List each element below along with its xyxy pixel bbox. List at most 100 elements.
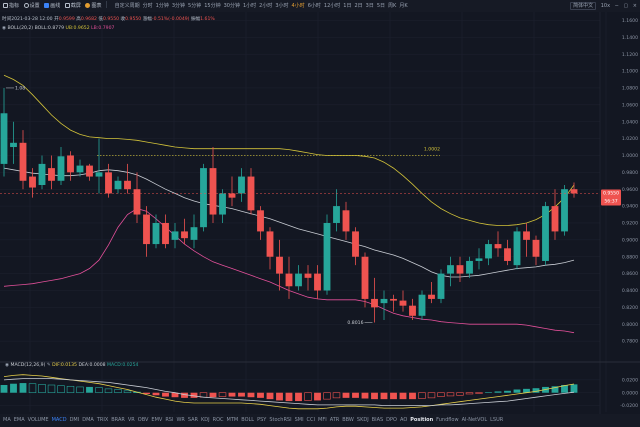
indicator-tab[interactable]: DMI	[69, 417, 80, 423]
candle-body[interactable]	[542, 206, 549, 261]
candle-body[interactable]	[304, 273, 312, 278]
candle-body[interactable]	[67, 155, 74, 173]
candle-body[interactable]	[456, 265, 464, 274]
indicator-tab[interactable]: BOLL	[241, 417, 255, 423]
indicator-tab[interactable]: LSUR	[490, 417, 504, 423]
indicator-tab[interactable]: EMV	[151, 417, 163, 423]
candle-body[interactable]	[171, 231, 179, 240]
candle-body[interactable]	[57, 156, 65, 181]
chart-button[interactable]: 图表	[85, 0, 101, 12]
timeframe-tab[interactable]: 月K	[399, 3, 408, 9]
indicator-tab[interactable]: BIAS	[371, 417, 384, 423]
timeframe-tab[interactable]: 12小时	[323, 3, 341, 9]
candle-body[interactable]	[257, 210, 264, 232]
indicator-tab[interactable]: VOLUME	[27, 417, 49, 423]
eye-icon[interactable]: ◉	[5, 363, 10, 368]
timeframe-tab[interactable]: 15分钟	[204, 3, 221, 9]
timeframe-tab[interactable]: 2小时	[259, 3, 273, 9]
indicator-tab[interactable]: AI-NetVOL	[461, 417, 488, 423]
candle-body[interactable]	[570, 189, 578, 194]
timeframe-tab[interactable]: 2日	[354, 3, 363, 9]
candle-body[interactable]	[504, 248, 511, 261]
language-select[interactable]: 简体中文	[570, 2, 597, 10]
chart-area[interactable]: 1.1600 1.1400 1.1200 1.1000 1.0800 1.0600 1.04…	[0, 12, 640, 414]
timeframe-tab[interactable]: 1日	[343, 3, 352, 9]
indicator-tab[interactable]: CCI	[306, 417, 316, 423]
candle-body[interactable]	[48, 168, 55, 181]
candle-body[interactable]	[295, 273, 302, 287]
candle-body[interactable]	[447, 265, 454, 274]
candle-body[interactable]	[190, 227, 198, 240]
indicator-tab[interactable]: KDJ	[201, 417, 210, 423]
timeframe-tab[interactable]: 6小时	[307, 3, 321, 9]
candle-body[interactable]	[323, 222, 331, 291]
candle-body[interactable]	[285, 273, 293, 287]
timeframe-tab[interactable]: 30分钟	[223, 3, 240, 9]
indicator-tab[interactable]: MFI	[318, 417, 327, 423]
candle-body[interactable]	[95, 172, 103, 177]
screenshot-button[interactable]: 截屏	[64, 0, 81, 12]
candle-body[interactable]	[333, 206, 340, 223]
candle-body[interactable]	[485, 244, 492, 259]
candle-body[interactable]	[114, 180, 122, 190]
candle-body[interactable]	[266, 231, 274, 257]
candle-body[interactable]	[494, 244, 502, 249]
indicator-tab[interactable]: AO	[399, 417, 408, 423]
timeframe-tab[interactable]: 1分钟	[155, 3, 169, 9]
candle-body[interactable]	[390, 298, 397, 301]
candle-body[interactable]	[143, 214, 150, 245]
indicator-tab[interactable]: TRIX	[96, 417, 109, 423]
candle-body[interactable]	[380, 298, 388, 304]
candle-body[interactable]	[428, 294, 435, 299]
timeframe-tab[interactable]: 3小时	[275, 3, 289, 9]
timeframe-tab[interactable]: 周K	[388, 3, 397, 9]
candle-body[interactable]	[361, 256, 369, 299]
candle-body[interactable]	[437, 273, 445, 299]
indicator-tab[interactable]: ATR	[329, 417, 340, 423]
indicator-tab[interactable]: SMI	[294, 417, 304, 423]
indicator-tab[interactable]: DMA	[82, 417, 94, 423]
indicator-tab[interactable]: PSY	[257, 417, 267, 423]
candle-body[interactable]	[209, 168, 217, 215]
candle-body[interactable]	[200, 168, 207, 228]
candle-body[interactable]	[352, 231, 359, 257]
candle-body[interactable]	[124, 180, 131, 190]
indicator-tab[interactable]: DPO	[386, 417, 397, 423]
indicator-tab[interactable]: BRAR	[111, 417, 125, 423]
indicator-tab[interactable]: Position	[410, 417, 434, 423]
indicator-tab[interactable]: MACD	[51, 417, 67, 423]
candle-body[interactable]	[551, 206, 559, 232]
candle-body[interactable]	[105, 172, 112, 194]
candle-body[interactable]	[409, 305, 416, 316]
candle-body[interactable]	[162, 222, 169, 245]
indicator-tab[interactable]: VR	[127, 417, 135, 423]
candle-body[interactable]	[342, 210, 350, 232]
candle-body[interactable]	[475, 258, 483, 261]
candle-body[interactable]	[247, 176, 255, 211]
pencil-icon[interactable]: ✎	[46, 363, 51, 368]
candle-body[interactable]	[38, 163, 46, 185]
indicator-tab[interactable]: BBW	[342, 417, 354, 423]
timeframe-tab[interactable]: 4小时	[291, 3, 305, 9]
candle-body[interactable]	[10, 142, 17, 148]
timeframe-tab[interactable]: 自定义周期	[114, 3, 140, 9]
timeframe-tab[interactable]: 3日	[365, 3, 374, 9]
timeframe-tab[interactable]: 分时	[142, 3, 153, 9]
candle-body[interactable]	[532, 239, 540, 257]
indicator-tab[interactable]: SAR	[187, 417, 199, 423]
indicator-tab[interactable]: Fundflow	[436, 417, 459, 423]
indicator-tab[interactable]: WR	[176, 417, 185, 423]
indicator-tab[interactable]: OBV	[137, 417, 149, 423]
zoom-level[interactable]: 10x	[600, 3, 611, 9]
candle-body[interactable]	[76, 165, 84, 173]
close-icon[interactable]: ×	[632, 3, 637, 9]
indicator-tab[interactable]: MA	[3, 417, 11, 423]
timeframe-tab[interactable]: 5分钟	[188, 3, 202, 9]
indicator-tab[interactable]: ROC	[212, 417, 224, 423]
candle-body[interactable]	[219, 193, 226, 215]
candle-body[interactable]	[133, 189, 141, 215]
candle-body[interactable]	[466, 260, 473, 274]
candle-body[interactable]	[181, 231, 188, 239]
settings-button[interactable]: 设置	[23, 0, 40, 12]
candle-body[interactable]	[19, 142, 27, 181]
